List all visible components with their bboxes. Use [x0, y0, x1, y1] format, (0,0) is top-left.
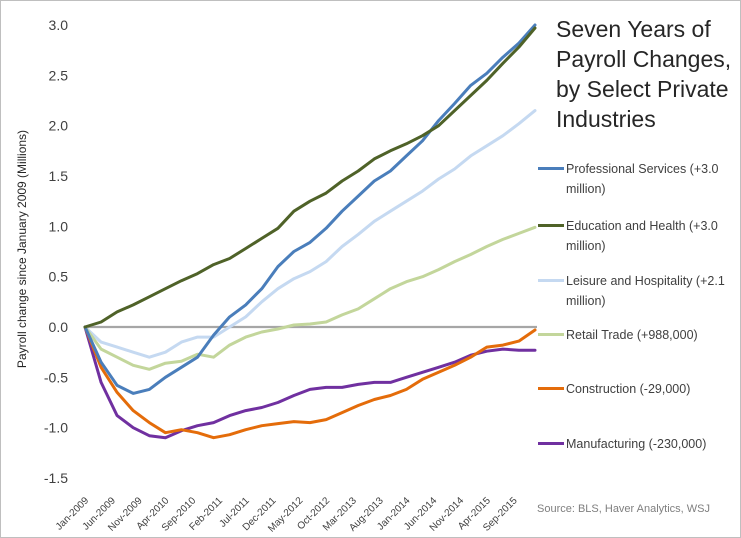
legend-label: Professional Services (+3.0 million) — [566, 162, 719, 196]
legend-label: Education and Health (+3.0 million) — [566, 219, 718, 253]
legend-swatch — [538, 442, 564, 445]
legend-label: Manufacturing (-230,000) — [566, 437, 707, 451]
series-lines — [83, 23, 537, 440]
y-tick-label: -0.5 — [44, 369, 68, 385]
series-line — [83, 225, 537, 371]
y-tick-label: 1.0 — [49, 218, 69, 234]
legend-swatch — [538, 224, 564, 227]
chart-title: Seven Years of Payroll Changes, by Selec… — [556, 16, 732, 132]
legend-label: Retail Trade (+988,000) — [566, 328, 698, 342]
y-tick-label: 2.0 — [49, 118, 69, 134]
y-tick-label: 0.5 — [49, 269, 69, 285]
series-line — [83, 23, 537, 395]
legend-swatch — [538, 279, 564, 282]
legend-label: Leisure and Hospitality (+2.1 million) — [566, 274, 725, 308]
y-tick-label: -1.5 — [44, 470, 68, 486]
y-tick-label: 3.0 — [49, 17, 69, 33]
source-note: Source: BLS, Haver Analytics, WSJ — [537, 503, 711, 515]
legend-swatch — [538, 167, 564, 170]
series-line — [83, 325, 537, 440]
y-tick-label: 1.5 — [49, 168, 69, 184]
series-line — [83, 109, 537, 359]
y-tick-label: 2.5 — [49, 67, 69, 83]
y-tick-label: 0.0 — [49, 319, 69, 335]
legend-swatch — [538, 387, 564, 390]
series-line — [83, 325, 537, 440]
legend-label: Construction (-29,000) — [566, 382, 691, 396]
legend-swatch — [538, 333, 564, 336]
y-tick-label: -1.0 — [44, 420, 68, 436]
series-line — [83, 26, 537, 329]
y-axis: -1.5 -1.0 -0.5 0.0 0.5 1.0 1.5 2.0 2.5 3.0 — [44, 17, 68, 486]
y-axis-label: Payroll change since January 2009 (Milli… — [15, 130, 29, 368]
